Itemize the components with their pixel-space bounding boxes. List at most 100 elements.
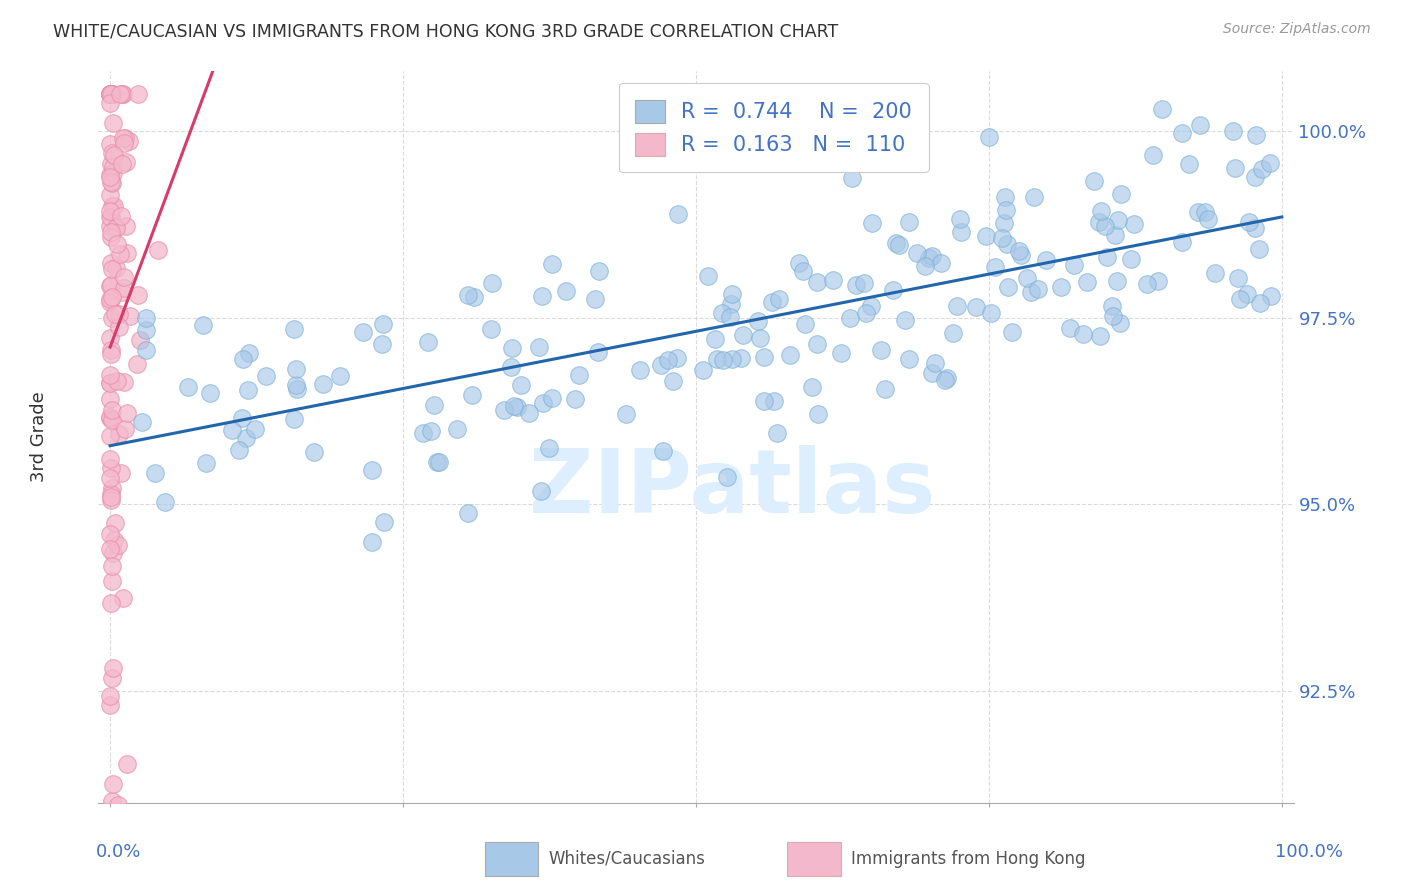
Point [112, 375, 135, 389]
Point [373, 516, 395, 530]
Point [98, 292, 121, 306]
Point [1050, 280, 1073, 294]
Point [191, 318, 214, 332]
Point [228, 443, 250, 458]
Point [134, 343, 156, 358]
Point [98, 95, 121, 110]
Point [993, 216, 1015, 230]
Point [1197, 212, 1219, 227]
Point [105, 375, 128, 389]
Point [457, 288, 479, 302]
Point [103, 307, 125, 321]
Point [1107, 212, 1129, 227]
Point [101, 176, 124, 190]
Point [98, 376, 121, 391]
Point [554, 284, 576, 298]
Legend: R =  0.744    N =  200, R =  0.163   N =  110: R = 0.744 N = 200, R = 0.163 N = 110 [619, 83, 928, 172]
Point [789, 116, 811, 130]
Point [98, 87, 121, 101]
Point [98, 331, 121, 345]
Point [1111, 187, 1133, 202]
Point [104, 516, 127, 531]
Text: ZIPatlas: ZIPatlas [529, 445, 935, 532]
Point [112, 131, 135, 145]
Point [360, 463, 382, 477]
Point [283, 322, 305, 336]
Point [245, 422, 267, 436]
Point [100, 403, 122, 417]
Point [529, 340, 551, 354]
Point [481, 276, 503, 290]
Point [665, 351, 688, 365]
Point [114, 422, 136, 436]
Point [1170, 126, 1192, 140]
Point [1017, 271, 1039, 285]
Point [457, 507, 479, 521]
Point [115, 406, 138, 420]
Point [949, 211, 972, 226]
Point [1222, 123, 1244, 137]
Point [127, 87, 149, 101]
Point [537, 441, 560, 455]
Point [221, 424, 243, 438]
Point [98, 168, 121, 182]
Point [1227, 271, 1250, 285]
Point [907, 246, 929, 260]
Point [921, 366, 943, 380]
Point [807, 407, 830, 421]
Point [733, 328, 755, 343]
Point [666, 207, 689, 221]
Point [101, 145, 124, 160]
Point [492, 403, 515, 417]
Point [1204, 266, 1226, 280]
Point [945, 299, 967, 313]
Point [1247, 242, 1270, 256]
Point [419, 424, 441, 438]
Point [114, 131, 136, 145]
Point [1243, 220, 1265, 235]
Point [1123, 217, 1146, 231]
Point [711, 305, 734, 319]
Point [100, 295, 122, 310]
Point [98, 87, 121, 101]
Point [720, 352, 742, 367]
Point [1097, 251, 1119, 265]
Point [100, 574, 122, 589]
Point [1150, 102, 1173, 116]
Point [696, 268, 718, 283]
Point [100, 225, 122, 239]
Point [869, 343, 891, 357]
Point [112, 136, 135, 151]
Point [1237, 215, 1260, 229]
Point [101, 794, 124, 808]
Point [918, 251, 941, 265]
Point [311, 377, 333, 392]
Point [897, 215, 920, 229]
Point [873, 382, 896, 396]
Point [1121, 252, 1143, 266]
Text: Immigrants from Hong Kong: Immigrants from Hong Kong [851, 850, 1085, 868]
Point [991, 231, 1014, 245]
Point [98, 210, 121, 224]
Point [231, 410, 253, 425]
Point [974, 228, 997, 243]
Point [98, 527, 121, 541]
Point [285, 377, 308, 392]
Point [530, 484, 553, 499]
Point [135, 310, 157, 325]
Point [502, 399, 524, 413]
Point [564, 392, 586, 406]
Point [1249, 296, 1271, 310]
Point [177, 380, 200, 394]
Point [517, 406, 540, 420]
Point [112, 270, 135, 285]
Point [1244, 169, 1267, 184]
Point [100, 277, 122, 292]
Point [1001, 326, 1024, 340]
Point [195, 456, 218, 470]
Point [285, 382, 308, 396]
Point [100, 392, 122, 406]
Point [763, 394, 786, 409]
Point [984, 260, 1007, 274]
Point [800, 380, 823, 394]
